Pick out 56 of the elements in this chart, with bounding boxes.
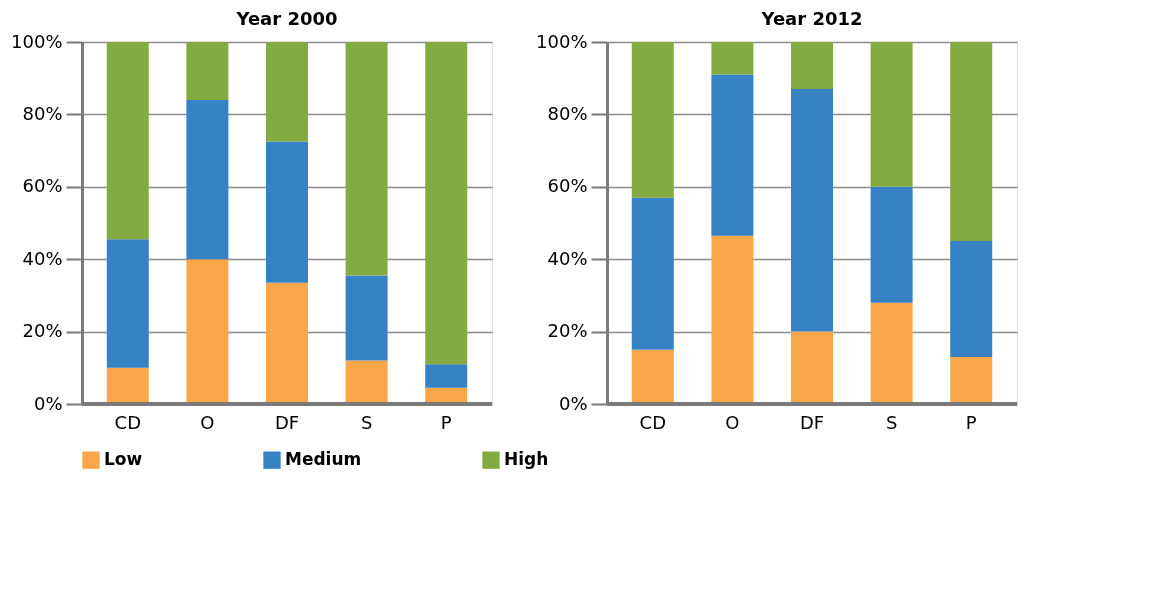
bar: [950, 241, 993, 357]
y-tick-label: 40%: [547, 247, 588, 269]
legend-label: Medium: [285, 449, 362, 470]
chart-title: Year 2012: [760, 8, 863, 29]
x-tick-label: P: [440, 411, 452, 433]
bar: [106, 367, 149, 404]
x-tick-label: DF: [274, 411, 300, 433]
chart-title: Year 2000: [235, 8, 338, 29]
bar: [266, 42, 308, 142]
y-tick-label: 20%: [547, 320, 588, 342]
x-tick-label: O: [200, 411, 215, 433]
bar: [631, 42, 674, 198]
bar: [950, 42, 993, 242]
y-tick-label: 100%: [536, 30, 588, 52]
x-tick-label: S: [360, 411, 373, 433]
bar: [870, 302, 913, 404]
x-tick-label: DF: [799, 411, 825, 433]
y-tick-label: 0%: [33, 392, 63, 414]
bar: [711, 235, 754, 404]
y-tick-label: 100%: [11, 30, 63, 52]
bar: [950, 356, 993, 404]
y-tick-label: 60%: [22, 175, 63, 197]
x-tick-label: O: [725, 411, 740, 433]
bar: [345, 360, 388, 404]
bar: [631, 197, 674, 350]
y-tick-label: 80%: [547, 102, 588, 124]
y-tick-label: 60%: [547, 175, 588, 197]
bar: [266, 282, 308, 404]
bar: [711, 74, 754, 236]
legend-label: Low: [104, 449, 143, 470]
bar: [345, 275, 388, 361]
x-tick-label: P: [965, 411, 977, 433]
y-tick-label: 0%: [558, 392, 588, 414]
bar: [186, 99, 229, 260]
bar: [791, 42, 833, 90]
bar: [106, 42, 149, 240]
x-tick-label: CD: [114, 411, 141, 433]
bar: [791, 89, 833, 332]
y-tick-label: 20%: [22, 320, 63, 342]
legend-label: High: [504, 449, 549, 470]
bar: [870, 42, 913, 187]
bar: [631, 349, 674, 404]
bar: [186, 259, 229, 404]
bar: [870, 186, 913, 303]
bar: [425, 42, 468, 365]
bar: [345, 42, 388, 276]
bar: [106, 239, 149, 368]
x-tick-label: CD: [639, 411, 666, 433]
x-tick-label: S: [885, 411, 898, 433]
y-tick-label: 80%: [22, 102, 63, 124]
bar: [711, 42, 754, 75]
y-tick-label: 40%: [22, 247, 63, 269]
bar: [791, 331, 833, 404]
bar: [186, 42, 229, 100]
bar: [425, 364, 468, 388]
bar: [266, 141, 308, 283]
